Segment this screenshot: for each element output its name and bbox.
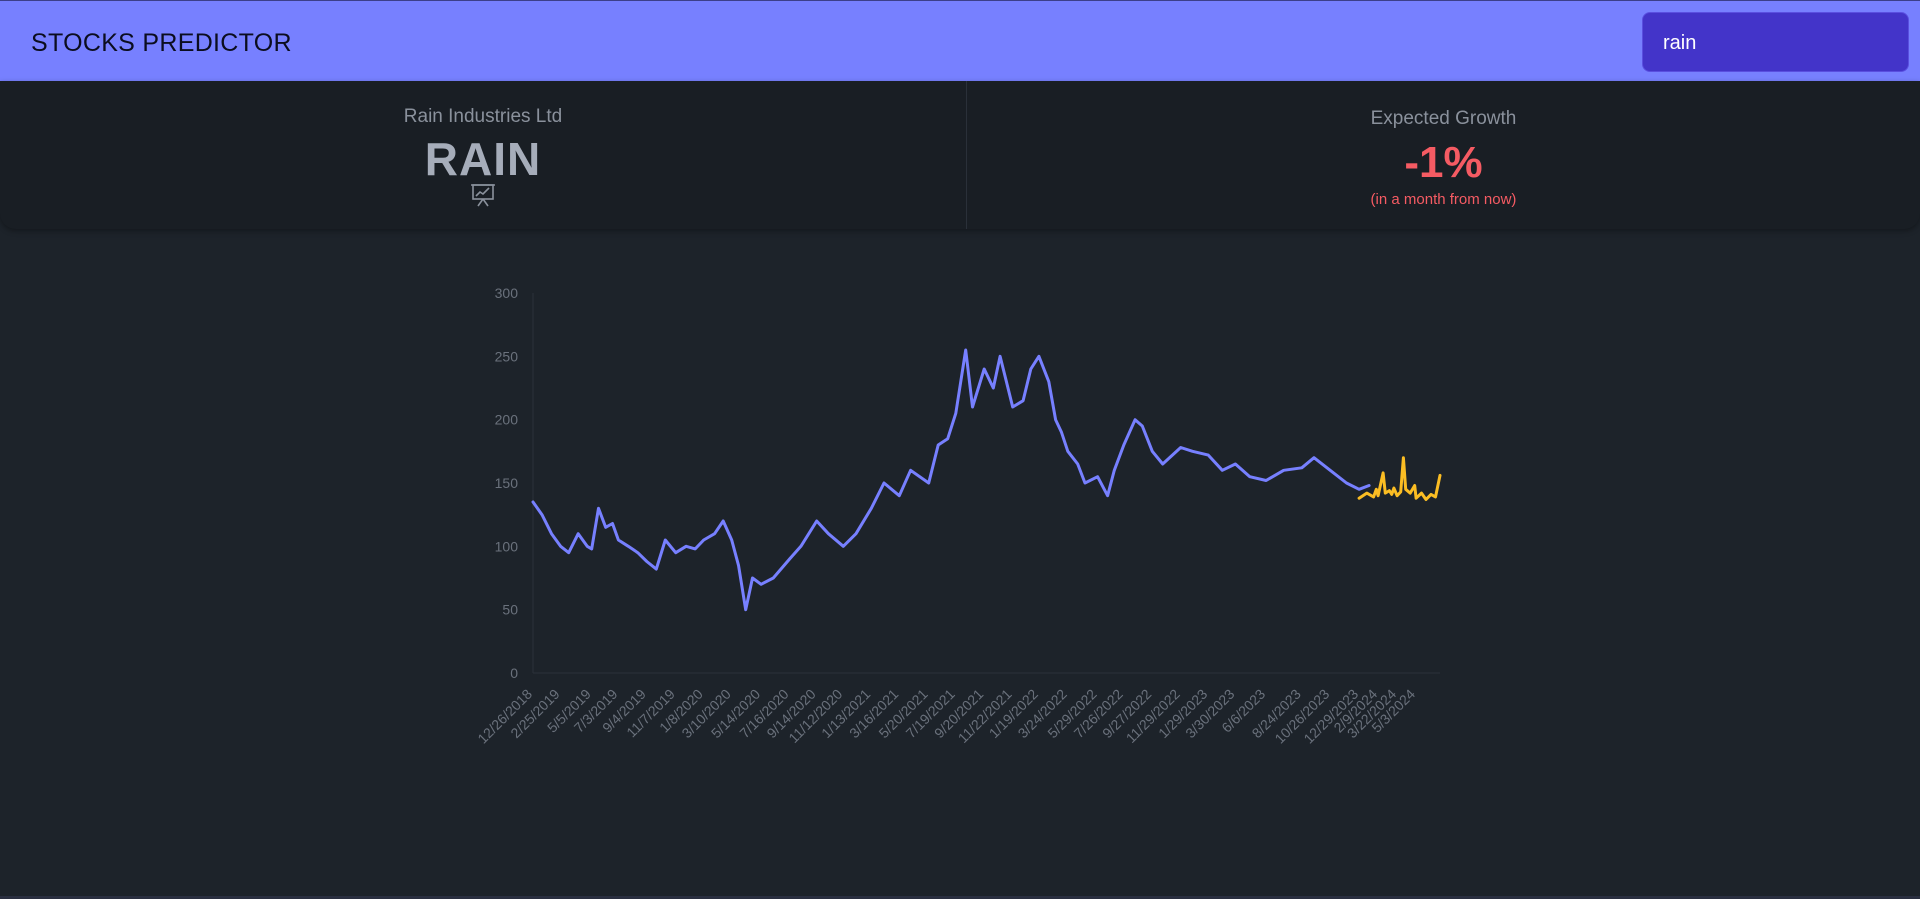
growth-title: Expected Growth: [1370, 108, 1517, 129]
price-chart-area: 0 50 100 150 200 250 300 12/26/2018 2/25/2019 5/5…: [0, 229, 1920, 899]
stat-divider: [966, 81, 967, 229]
y-tick-label: 250: [495, 348, 519, 364]
y-tick-label: 50: [502, 602, 518, 618]
company-name: Rain Industries Ltd: [403, 106, 563, 127]
search-box[interactable]: [1642, 12, 1909, 72]
search-input[interactable]: [1663, 31, 1893, 55]
history-series-line: [531, 348, 1371, 612]
presentation-chart-icon: [471, 184, 495, 207]
growth-value: -1%: [1404, 138, 1483, 187]
app-title: STOCKS PREDICTOR: [31, 29, 292, 57]
growth-note: (in a month from now): [1370, 191, 1517, 208]
growth-stat: Expected Growth -1% (in a month from now…: [967, 81, 1920, 229]
stock-ticker: RAIN: [424, 133, 542, 185]
y-tick-label: 0: [510, 665, 518, 681]
y-tick-label: 300: [495, 285, 519, 301]
y-tick-label: 150: [495, 475, 519, 491]
top-navbar: STOCKS PREDICTOR: [0, 0, 1920, 81]
y-tick-label: 100: [495, 538, 519, 554]
stock-stat: Rain Industries Ltd RAIN: [0, 81, 966, 229]
bottom-bar: [0, 896, 1920, 899]
price-chart: 05010015020025030012/26/20182/25/20195/5…: [474, 285, 1442, 747]
forecast-series-line: [1357, 456, 1442, 501]
stats-panel: Rain Industries Ltd RAIN Expected Growth…: [0, 81, 1920, 229]
y-tick-label: 200: [495, 412, 519, 428]
